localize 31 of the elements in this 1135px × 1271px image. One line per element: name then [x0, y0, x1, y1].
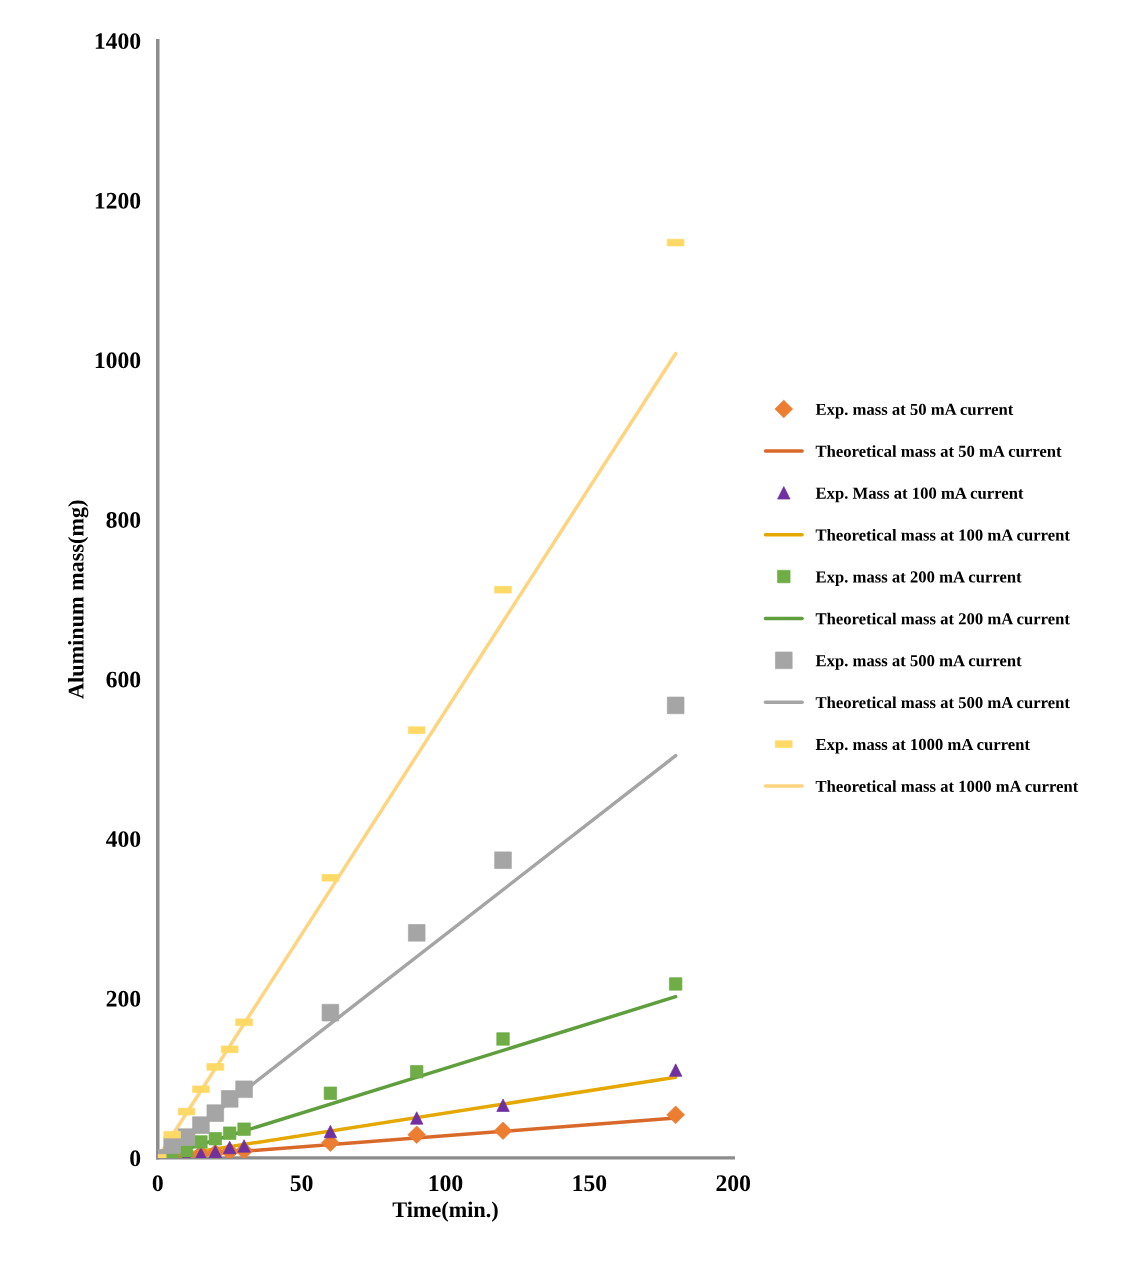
- x-tick-label: 100: [429, 1175, 463, 1192]
- legend-label: Exp. mass at 1000 mA current: [815, 738, 1030, 754]
- y-axis-title: Aluminum mass(mg): [67, 500, 89, 699]
- x-tick-label: 200: [716, 1175, 751, 1192]
- y-tick-label: 800: [106, 511, 141, 528]
- point: [410, 1065, 424, 1079]
- legend-label: Theoretical mass at 200 mA current: [815, 612, 1070, 625]
- point: [494, 851, 512, 869]
- y-tick-label: 1000: [95, 352, 141, 369]
- legend-label: Exp. mass at 50 mA current: [815, 403, 1014, 419]
- point: [323, 1124, 337, 1139]
- point: [669, 977, 683, 991]
- legend-label: Theoretical mass at 50 mA current: [815, 445, 1062, 457]
- y-tick-label: 200: [106, 990, 141, 1007]
- y-tick-label: 1400: [95, 33, 141, 50]
- legend-label: Exp. mass at 500 mA current: [815, 655, 1022, 670]
- x-tick-label: 50: [290, 1175, 313, 1192]
- legend-label: Theoretical mass at 100 mA current: [815, 528, 1070, 541]
- legend-label: Exp. mass at 200 mA current: [815, 571, 1022, 586]
- x-tick-label: 150: [573, 1175, 607, 1192]
- x-axis-title: Time(min.): [392, 1201, 498, 1222]
- y-tick-label: 400: [106, 831, 141, 848]
- x-tick-label: 0: [152, 1175, 163, 1192]
- legend-label: Exp. Mass at 100 mA current: [815, 487, 1024, 503]
- point: [321, 1003, 340, 1022]
- point: [235, 1080, 253, 1098]
- legend-label: Theoretical mass at 500 mA current: [815, 696, 1070, 709]
- y-tick-label: 1200: [95, 192, 141, 209]
- y-tick-label: 600: [106, 671, 141, 688]
- legend-label: Theoretical mass at 1000 mA current: [815, 780, 1079, 793]
- y-tick-label: 0: [130, 1150, 141, 1167]
